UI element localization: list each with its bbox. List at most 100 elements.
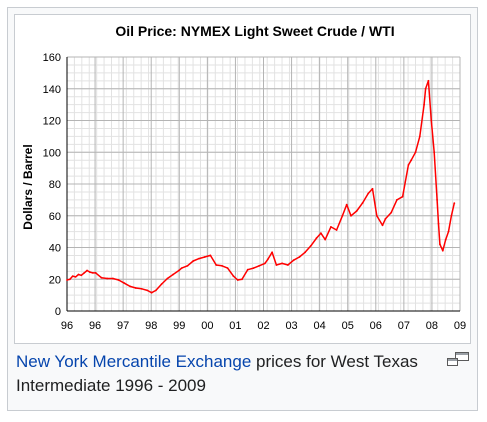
- price-data-point: [298, 256, 301, 258]
- thumbnail-frame: Oil Price: NYMEX Light Sweet Crude / WTI…: [7, 7, 478, 411]
- price-data-point: [444, 238, 447, 241]
- x-tick-label: 03: [285, 320, 297, 332]
- price-data-point: [117, 279, 120, 281]
- price-data-point: [396, 199, 398, 201]
- price-data-point: [123, 282, 126, 285]
- price-data-point: [80, 274, 83, 277]
- price-data-point: [203, 256, 206, 258]
- price-data-point: [401, 195, 404, 198]
- price-data-point: [433, 151, 436, 154]
- x-tick-label: 08: [426, 320, 438, 332]
- y-tick-label: 140: [43, 84, 61, 96]
- price-data-point: [367, 192, 370, 195]
- price-data-point: [69, 278, 71, 281]
- price-data-point: [335, 229, 338, 231]
- price-data-point: [198, 257, 200, 260]
- price-data-point: [258, 264, 261, 267]
- y-tick-labels: 0 20 40 60 80 100 120 140 160: [43, 52, 61, 318]
- y-tick-label: 120: [43, 116, 61, 128]
- price-data-point: [427, 79, 430, 82]
- price-data-point: [192, 260, 195, 262]
- price-data-point: [129, 285, 131, 288]
- price-data-point: [89, 271, 91, 273]
- price-data-point: [439, 243, 441, 246]
- price-data-point: [418, 135, 421, 138]
- price-data-point: [315, 237, 318, 239]
- price-data-point: [178, 269, 180, 272]
- price-data-point: [236, 279, 239, 281]
- price-data-point: [436, 199, 438, 201]
- oil-price-chart: Oil Price: NYMEX Light Sweet Crude / WTI…: [15, 15, 470, 343]
- price-data-point: [71, 275, 74, 277]
- price-data-point: [414, 151, 417, 154]
- price-data-point: [410, 159, 413, 162]
- price-data-point: [324, 238, 327, 241]
- price-data-point: [304, 251, 306, 254]
- price-data-point: [86, 269, 88, 272]
- price-data-point: [150, 291, 153, 294]
- y-tick-label: 0: [55, 306, 61, 318]
- price-data-point: [215, 264, 218, 266]
- price-data-point: [350, 214, 352, 217]
- price-data-point: [77, 273, 80, 276]
- price-data-point: [83, 272, 86, 274]
- price-data-point: [74, 276, 77, 278]
- x-tick-labels: 96 96 97 98 99 00 01 02 03 04 05 06 07 08 09: [61, 320, 466, 332]
- price-data-point: [407, 164, 410, 166]
- magnify-clip-icon[interactable]: [446, 350, 470, 370]
- chart-image[interactable]: Oil Price: NYMEX Light Sweet Crude / WTI…: [14, 14, 471, 344]
- price-data-point: [381, 224, 384, 227]
- price-data-point: [100, 276, 103, 279]
- x-tick-label: 96: [61, 320, 73, 332]
- price-data-point: [106, 277, 109, 280]
- price-data-point: [266, 258, 269, 261]
- price-data-point: [430, 119, 433, 122]
- x-tick-label: 07: [398, 320, 410, 332]
- price-series-line: [66, 80, 456, 294]
- price-data-point: [155, 289, 157, 292]
- price-data-point: [355, 210, 358, 212]
- price-data-point: [140, 287, 143, 290]
- price-data-point: [375, 214, 378, 217]
- caption-text: prices for West Texas Intermediate 1996 …: [16, 352, 418, 395]
- price-data-point: [281, 262, 283, 265]
- nymex-link[interactable]: New York Mercantile Exchange: [16, 352, 252, 371]
- price-data-point: [226, 267, 229, 269]
- price-data-point: [309, 245, 312, 247]
- y-tick-label: 160: [43, 52, 61, 64]
- grid: [66, 56, 461, 312]
- price-data-point: [221, 264, 223, 267]
- price-data-point: [94, 272, 97, 274]
- y-tick-label: 20: [49, 274, 61, 286]
- axes: [66, 57, 460, 312]
- price-data-point: [91, 272, 94, 274]
- price-data-point: [390, 211, 393, 214]
- chart-background: [15, 15, 470, 343]
- price-data-point: [134, 287, 137, 289]
- x-tick-label: 97: [117, 320, 129, 332]
- series-layer: [66, 79, 456, 294]
- price-data-point: [345, 203, 348, 206]
- price-data-point: [186, 264, 189, 267]
- price-data-point: [447, 230, 450, 233]
- price-data-point: [209, 254, 212, 257]
- price-data-point: [232, 275, 235, 277]
- image-caption: New York Mercantile Exchange prices for …: [16, 350, 436, 398]
- enlarge-icon: [447, 352, 469, 366]
- x-tick-label: 00: [201, 320, 213, 332]
- x-tick-label: 04: [314, 320, 326, 332]
- price-data-point: [271, 251, 273, 254]
- x-tick-label: 06: [370, 320, 382, 332]
- y-tick-label: 40: [49, 243, 61, 255]
- price-data-point: [252, 267, 255, 269]
- price-data-point: [292, 259, 295, 262]
- price-data-point: [330, 226, 332, 228]
- price-data-point: [66, 279, 68, 281]
- price-data-point: [180, 267, 183, 269]
- price-data-point: [172, 273, 175, 276]
- price-data-point: [112, 277, 114, 280]
- x-tick-label: 09: [454, 320, 466, 332]
- price-data-point: [146, 289, 149, 292]
- price-data-point: [287, 264, 289, 266]
- x-tick-label: 96: [89, 320, 101, 332]
